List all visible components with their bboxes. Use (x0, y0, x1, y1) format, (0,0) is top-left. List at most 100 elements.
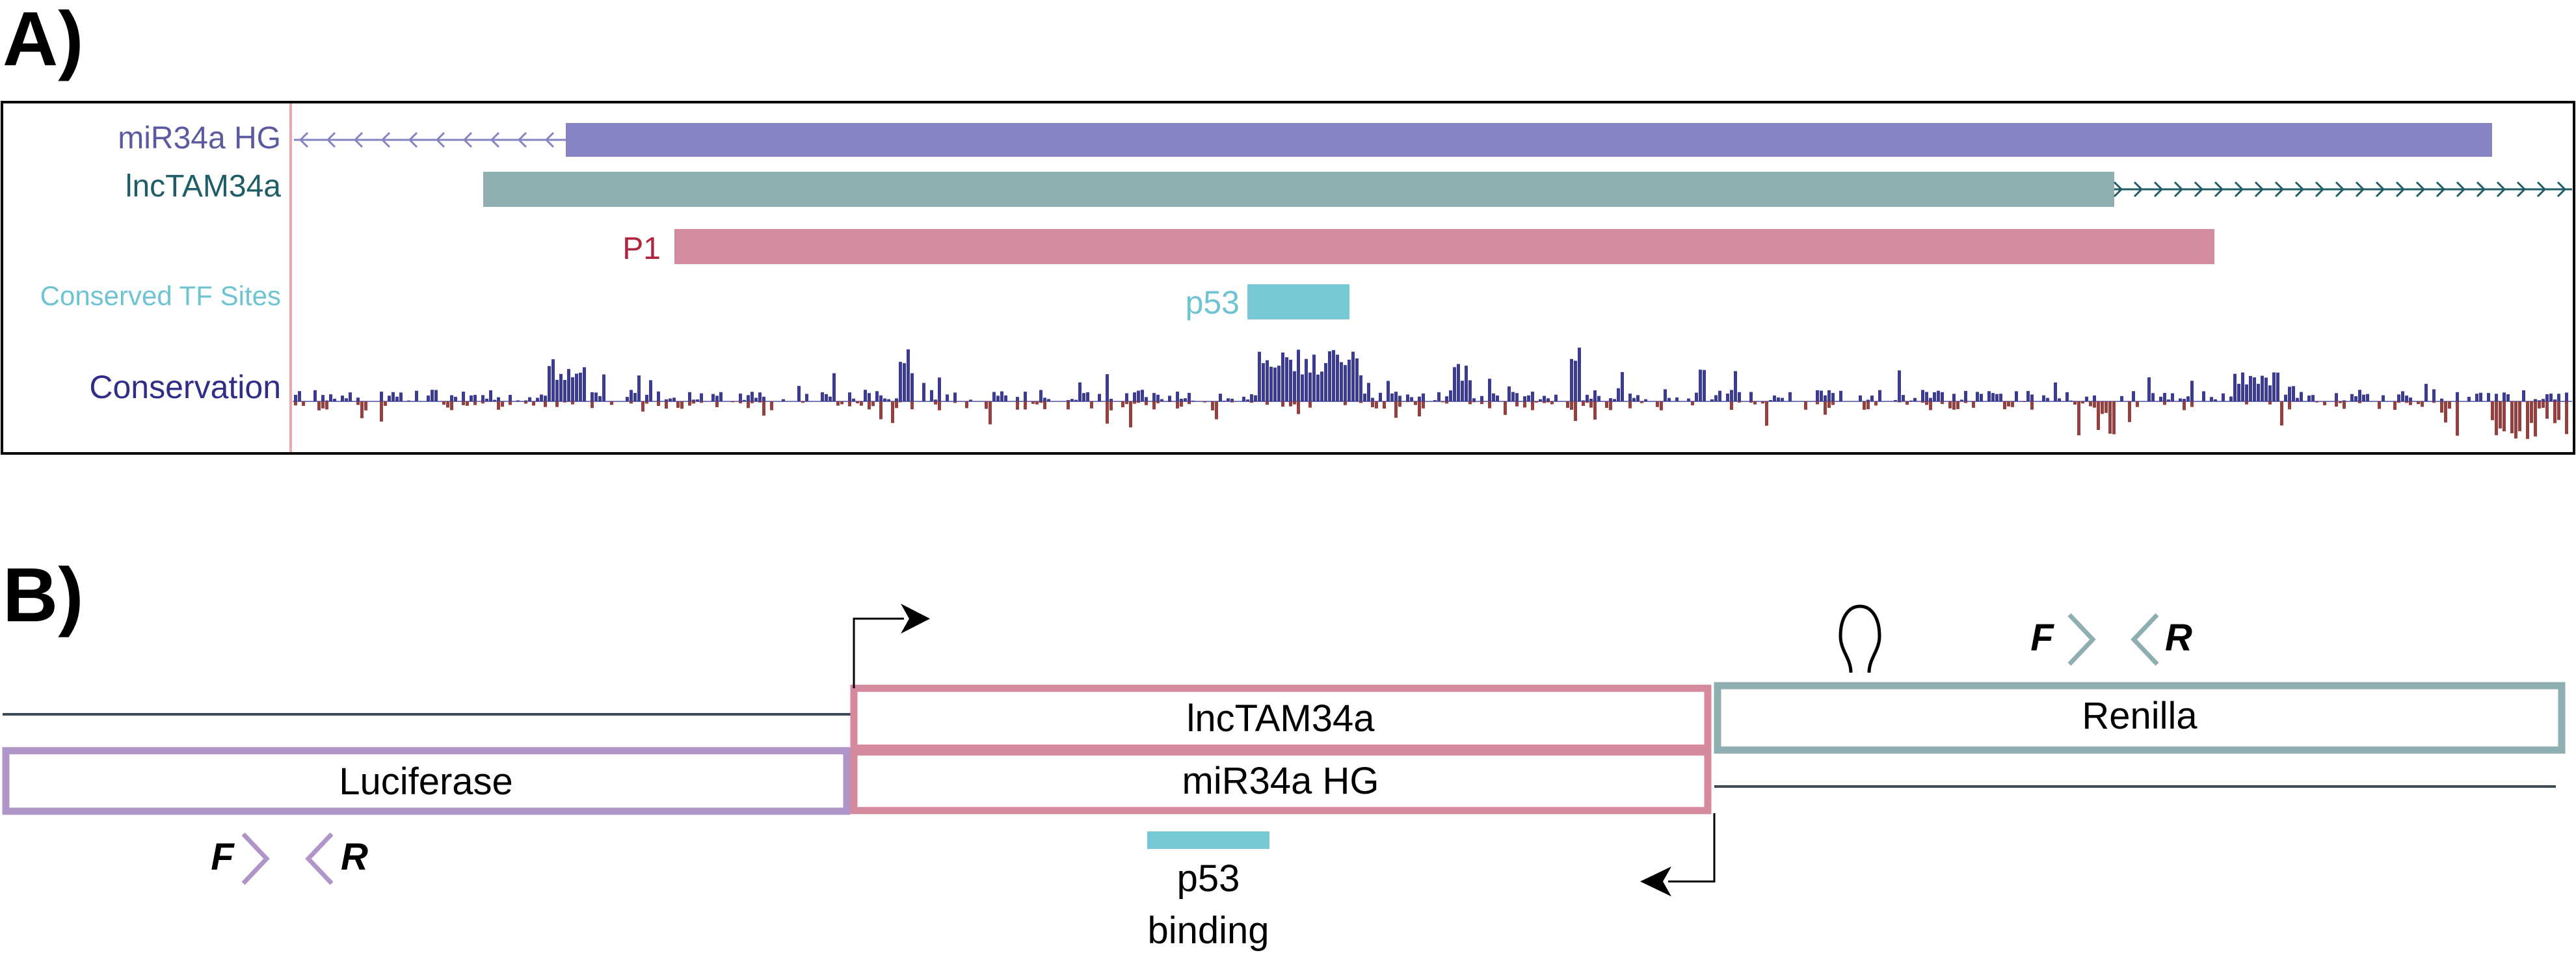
conservation-positive-bar (1418, 396, 1421, 401)
p1-bar (674, 229, 2214, 264)
conservation-negative-bar (2108, 401, 2112, 434)
conservation-positive-bar (1176, 391, 1179, 401)
mir34a-hg-exon-bar (566, 123, 2492, 157)
conservation-positive-bar (754, 397, 758, 401)
conservation-positive-bar (743, 399, 746, 401)
conservation-positive-bar (1074, 399, 1078, 401)
strand-chevron-icon (2194, 181, 2204, 198)
conservation-positive-bar (1820, 390, 1823, 401)
conservation-negative-bar (2495, 401, 2498, 435)
conservation-negative-bar (1941, 401, 1944, 405)
conservation-positive-bar (2487, 393, 2490, 401)
luciferase-forward-primer-icon (241, 832, 270, 885)
conservation-negative-bar (985, 401, 988, 409)
conservation-negative-bar (2128, 401, 2131, 422)
conservation-negative-bar (2343, 401, 2346, 409)
conservation-negative-bar (481, 401, 485, 404)
conservation-positive-bar (1387, 381, 1390, 401)
conservation-positive-bar (1726, 394, 1729, 401)
conservation-positive-bar (1332, 350, 1335, 401)
conservation-negative-bar (380, 401, 383, 422)
conservation-negative-bar (1188, 401, 1191, 405)
conservation-positive-bar (2214, 399, 2217, 401)
conservation-positive-bar (692, 399, 695, 401)
conservation-negative-bar (1972, 401, 1975, 408)
conservation-negative-bar (2093, 401, 2096, 408)
conservation-positive-bar (516, 400, 520, 401)
conservation-positive-bar (1230, 398, 1234, 401)
p53-binding-bar (1147, 831, 1269, 849)
conservation-positive-bar (821, 392, 824, 401)
conservation-positive-bar (2210, 397, 2213, 401)
conservation-negative-bar (1344, 401, 1347, 405)
conservation-negative-bar (302, 401, 305, 406)
conservation-positive-bar (2456, 392, 2459, 401)
conservation-positive-bar (1621, 371, 1624, 401)
conservation-positive-bar (832, 373, 836, 401)
conservation-negative-bar (1925, 401, 1928, 405)
conservation-negative-bar (2007, 401, 2010, 407)
conservation-positive-bar (399, 392, 403, 401)
conservation-positive-bar (1367, 383, 1370, 401)
conservation-positive-bar (2190, 381, 2194, 401)
conservation-negative-bar (1468, 401, 1472, 405)
conservation-positive-bar (2296, 397, 2299, 401)
conservation-positive-bar (2272, 372, 2276, 401)
conservation-positive-bar (2186, 396, 2190, 401)
conservation-positive-bar (1570, 358, 1573, 401)
conservation-negative-bar (1929, 401, 1932, 410)
conservation-positive-bar (2171, 393, 2174, 401)
conservation-positive-bar (1781, 397, 1784, 401)
conservation-positive-bar (1937, 390, 1940, 401)
panel-b-letter: B) (3, 552, 84, 638)
conservation-positive-bar (1355, 358, 1359, 401)
conservation-positive-bar (1773, 395, 1776, 401)
conservation-positive-bar (579, 372, 582, 401)
conservation-positive-bar (637, 375, 641, 401)
conservation-negative-bar (2163, 401, 2166, 405)
conservation-negative-bar (2081, 401, 2084, 404)
conservation-positive-bar (591, 392, 594, 401)
renilla-primers: F R (2030, 613, 2192, 666)
conservation-positive-bar (298, 391, 301, 401)
conservation-negative-bar (2405, 401, 2408, 403)
conservation-positive-bar (1109, 399, 1113, 401)
renilla-box: Renilla (1714, 682, 2566, 754)
conservation-positive-bar (1039, 390, 1042, 401)
conservation-negative-bar (1308, 401, 1312, 408)
conservation-negative-bar (555, 401, 559, 407)
conservation-positive-bar (1952, 394, 1956, 401)
conservation-positive-bar (1734, 371, 1737, 401)
conservation-negative-bar (1660, 401, 1663, 410)
conservation-positive-bar (1816, 390, 1819, 401)
conservation-positive-bar (2288, 386, 2291, 401)
conservation-positive-bar (1496, 395, 1499, 401)
conservation-negative-bar (1691, 401, 1694, 406)
conservation-negative-bar (641, 401, 644, 412)
conservation-positive-bar (1457, 364, 1460, 401)
conservation-positive-bar (2522, 390, 2525, 401)
conservation-positive-bar (1894, 399, 1897, 401)
conservation-positive-bar (1433, 400, 1437, 401)
conservation-positive-bar (1141, 390, 1144, 401)
conservation-negative-bar (2105, 401, 2108, 413)
conservation-positive-bar (1531, 392, 1534, 401)
strand-chevron-icon (517, 131, 527, 148)
strand-chevron-icon (435, 131, 445, 148)
conservation-positive-bar (1406, 394, 1409, 401)
conservation-negative-bar (1418, 401, 1421, 417)
conservation-positive-bar (2401, 391, 2404, 401)
conservation-positive-bar (1016, 397, 1019, 401)
conservation-positive-bar (2237, 383, 2240, 401)
conservation-positive-bar (1316, 374, 1320, 401)
conservation-positive-bar (829, 396, 832, 401)
conservation-negative-bar (2518, 401, 2521, 431)
conservation-negative-bar (497, 401, 500, 410)
reverse-promoter-arrow (1640, 813, 1716, 896)
conservation-positive-bar (2253, 377, 2256, 401)
conservation-positive-bar (930, 390, 933, 401)
conservation-negative-bar (1445, 401, 1448, 404)
conservation-negative-bar (1921, 401, 1924, 403)
conservation-positive-bar (1543, 396, 1546, 401)
conservation-positive-bar (2506, 394, 2510, 401)
